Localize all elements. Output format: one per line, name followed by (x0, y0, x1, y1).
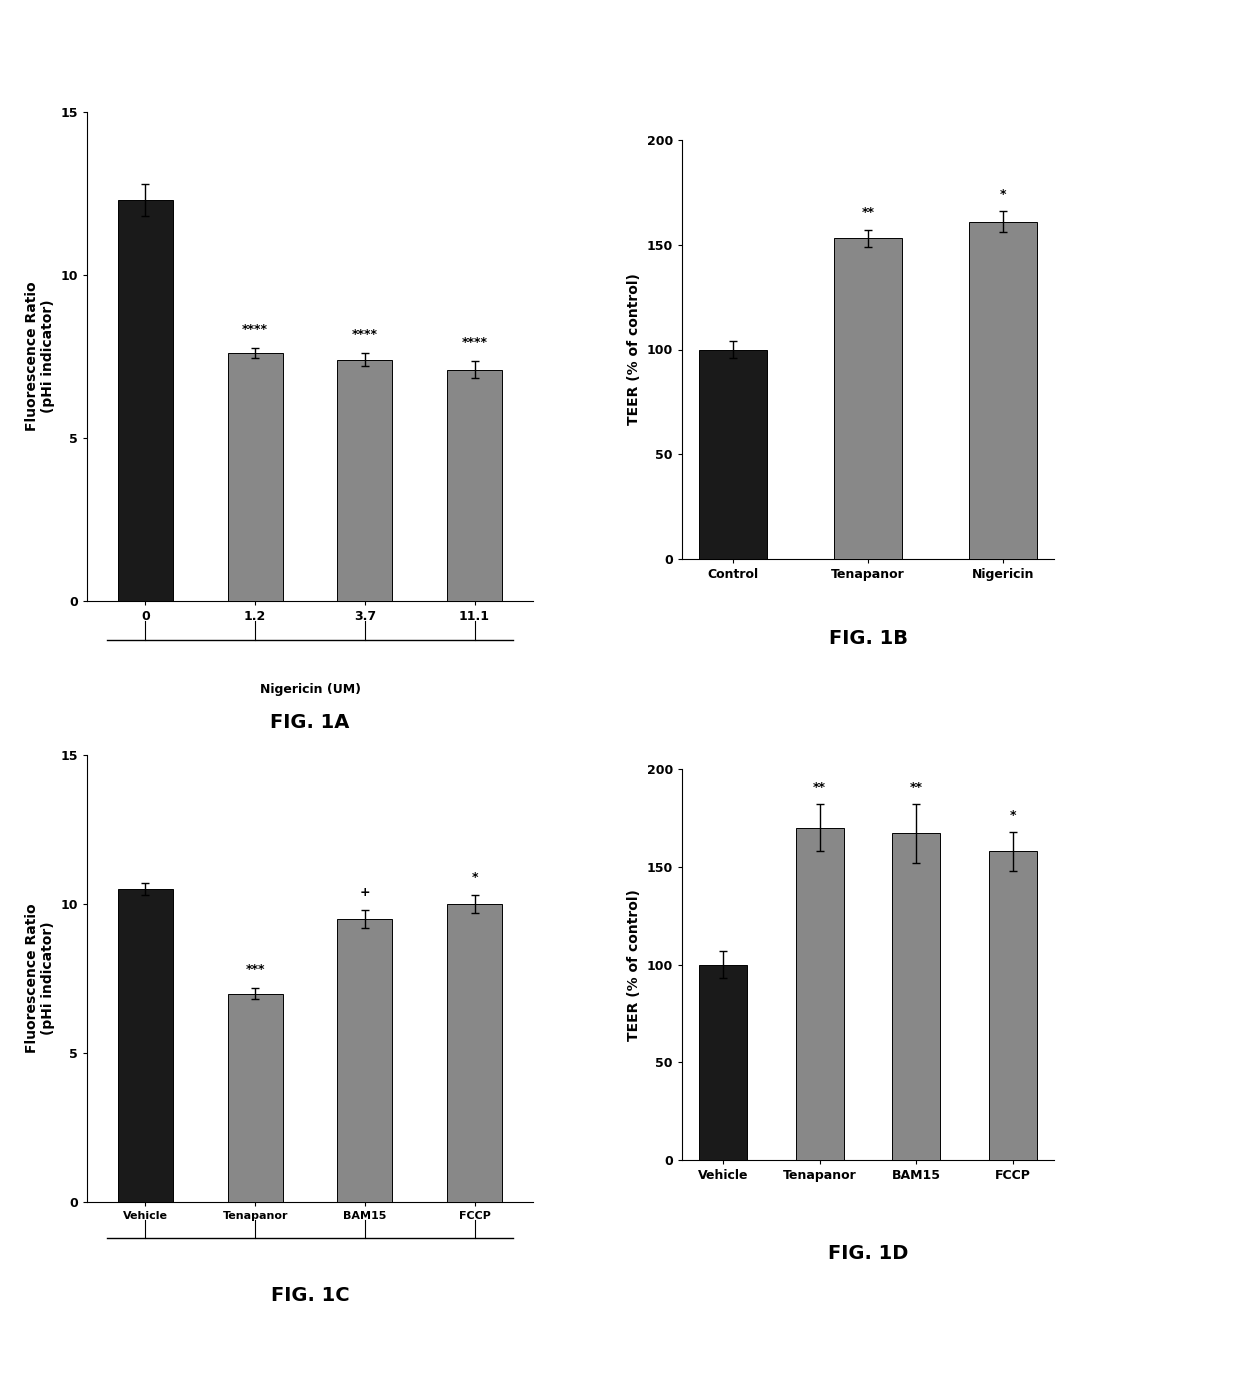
Text: FIG. 1D: FIG. 1D (828, 1244, 908, 1264)
Bar (118, 200, 172, 601)
Text: Nigericin (UM): Nigericin (UM) (259, 682, 361, 696)
Text: FIG. 1B: FIG. 1B (828, 629, 908, 649)
Bar (970, 222, 1037, 559)
Bar (228, 354, 283, 601)
Bar (699, 965, 748, 1160)
Text: *: * (471, 871, 477, 884)
Text: +: + (360, 886, 371, 899)
Text: **: ** (910, 781, 923, 794)
Text: ****: **** (242, 323, 268, 336)
Text: ****: **** (352, 329, 378, 341)
Bar (337, 359, 392, 601)
Text: **: ** (813, 781, 826, 794)
Bar (228, 994, 283, 1202)
Text: ***: *** (246, 963, 265, 976)
Bar (699, 350, 766, 559)
Bar (796, 828, 844, 1160)
Y-axis label: Fluorescence Ratio
(pHi indicator): Fluorescence Ratio (pHi indicator) (25, 281, 55, 432)
Text: FIG. 1A: FIG. 1A (270, 713, 350, 733)
Text: *: * (999, 187, 1007, 201)
Y-axis label: TEER (% of control): TEER (% of control) (627, 274, 641, 425)
Text: **: ** (862, 207, 874, 219)
Text: FIG. 1C: FIG. 1C (270, 1286, 350, 1306)
Bar (448, 905, 502, 1202)
Bar (892, 833, 940, 1160)
Bar (118, 889, 172, 1202)
Text: *: * (1009, 809, 1017, 822)
Y-axis label: TEER (% of control): TEER (% of control) (627, 889, 641, 1040)
Bar (988, 851, 1037, 1160)
Y-axis label: Fluorescence Ratio
(pHi indicator): Fluorescence Ratio (pHi indicator) (25, 903, 55, 1054)
Bar (337, 918, 392, 1202)
Bar (448, 369, 502, 601)
Text: ****: **** (461, 336, 487, 350)
Bar (835, 239, 901, 559)
